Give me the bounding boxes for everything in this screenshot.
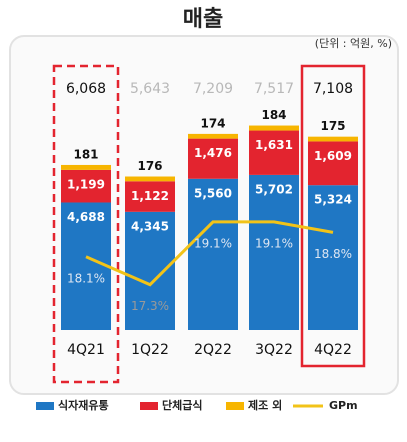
bar-segment [188,178,238,330]
legend-swatch [36,402,54,410]
bar-segment [61,169,111,203]
line-label: 19.1% [255,236,293,250]
line [85,220,334,287]
total-label: 7,517 [254,81,294,97]
chart-title: 매출 [183,7,223,32]
x-tick-label: 1Q22 [131,342,169,358]
legend-label: 단체급식 [162,398,202,412]
bar-segment [308,185,358,330]
line-label: 17.3% [131,299,169,313]
highlight-box [300,64,366,368]
total-label: 5,643 [130,81,170,97]
bar-segment [61,164,111,170]
x-tick-label: 4Q21 [67,342,105,358]
line-label: 19.1% [194,236,232,250]
x-tick-label: 2Q22 [194,342,232,358]
segment-label: 1,199 [67,177,105,191]
bar-segment [308,141,358,186]
legend-label: GPm [329,399,358,412]
legend-label: 제조 외 [248,398,282,412]
segment-label: 1,476 [194,146,232,160]
segment-label: 175 [320,119,345,133]
highlight-box [52,64,120,384]
bar-segment [61,202,111,330]
total-label: 6,068 [66,81,106,97]
total-label: 7,209 [193,81,233,97]
bar-segment [188,138,238,179]
line-label: 18.8% [314,247,352,261]
legend-label: 식자재유통 [58,398,109,412]
bar-segment [308,136,358,142]
legend-swatch [226,402,244,410]
segment-label: 181 [73,147,98,161]
bar-segment [125,176,175,182]
segment-label: 176 [137,159,162,173]
bar-segment [125,211,175,330]
x-tick-label: 3Q22 [255,342,293,358]
unit-note: (단위 : 억원, %) [315,37,392,50]
bar-segment [249,174,299,330]
x-tick-label: 4Q22 [314,342,352,358]
bar-segment [125,181,175,212]
segment-label: 4,345 [131,219,169,233]
segment-label: 174 [200,116,225,130]
total-label: 7,108 [313,81,353,97]
bar-segment [249,125,299,131]
segment-label: 1,631 [255,138,293,152]
segment-label: 1,122 [131,189,169,203]
bar-segment [188,133,238,139]
segment-label: 4,688 [67,210,105,224]
segment-label: 184 [261,108,286,122]
segment-label: 1,609 [314,149,352,163]
segment-label: 5,702 [255,182,293,196]
line-label: 18.1% [67,271,105,285]
segment-label: 5,324 [314,193,352,207]
segment-label: 5,560 [194,186,232,200]
legend-swatch [140,402,158,410]
bar-segment [249,130,299,175]
